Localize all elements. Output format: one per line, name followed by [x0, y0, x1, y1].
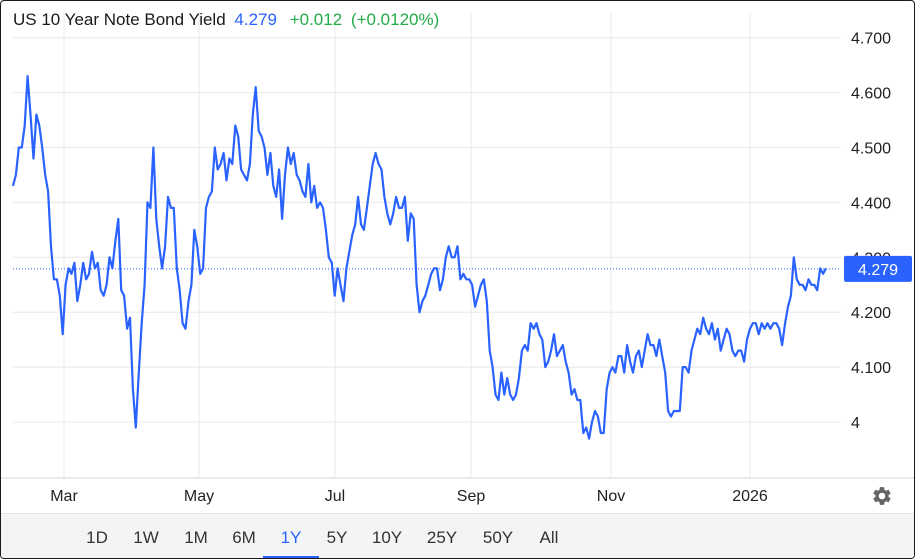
range-button-50y[interactable]: 50Y — [476, 514, 520, 558]
range-button-label: 1M — [184, 528, 208, 547]
last-price-tag — [844, 255, 912, 282]
y-tick-label: 4.200 — [851, 305, 891, 322]
y-tick-label: 4.500 — [851, 141, 891, 158]
gear-icon[interactable] — [871, 485, 893, 507]
current-price: 4.279 — [234, 10, 277, 29]
x-tick-label: Nov — [597, 488, 625, 505]
x-tick-label: Mar — [50, 488, 78, 505]
price-tag-layer: 4.279 — [13, 255, 912, 282]
chart-header: US 10 Year Note Bond Yield 4.279 +0.012 … — [13, 10, 439, 30]
grid-layer — [1, 13, 914, 479]
y-tick-label: 4.700 — [851, 31, 891, 48]
range-button-6m[interactable]: 6M — [222, 514, 266, 558]
range-button-all[interactable]: All — [527, 514, 571, 558]
range-button-1d[interactable]: 1D — [75, 514, 119, 558]
y-tick-label: 4.400 — [851, 195, 891, 212]
line-chart: 44.1004.2004.3004.4004.5004.6004.700MarM… — [1, 13, 914, 505]
x-tick-label: 2026 — [732, 488, 768, 505]
range-button-25y[interactable]: 25Y — [420, 514, 464, 558]
y-tick-label: 4.100 — [851, 360, 891, 377]
series-layer — [11, 75, 827, 440]
range-button-label: All — [539, 528, 559, 547]
x-tick-label: Sep — [457, 488, 486, 505]
x-tick-label: Jul — [325, 488, 345, 505]
range-button-1m[interactable]: 1M — [174, 514, 218, 558]
range-button-label: 10Y — [371, 528, 403, 547]
range-button-label: 1Y — [280, 528, 302, 547]
last-price-label: 4.279 — [858, 262, 898, 279]
price-change: +0.012 — [289, 10, 343, 29]
range-button-label: 1D — [86, 528, 108, 547]
range-button-label: 50Y — [482, 528, 514, 547]
y-tick-label: 4.600 — [851, 86, 891, 103]
range-button-1w[interactable]: 1W — [124, 514, 168, 558]
active-range-indicator — [263, 556, 319, 558]
instrument-title: US 10 Year Note Bond Yield — [13, 10, 226, 29]
price-change-percent: (+0.0120%) — [350, 10, 440, 29]
range-button-1y[interactable]: 1Y — [263, 514, 319, 558]
range-button-5y[interactable]: 5Y — [315, 514, 359, 558]
range-button-label: 5Y — [326, 528, 348, 547]
yield-series-line — [11, 75, 827, 440]
range-button-label: 6M — [232, 528, 256, 547]
range-button-label: 1W — [133, 528, 159, 547]
range-selector: 1D 1W 1M 6M 1Y 5Y 10Y 25Y 50Y All — [1, 513, 914, 558]
range-button-label: 25Y — [426, 528, 458, 547]
x-tick-label: May — [184, 488, 214, 505]
range-button-10y[interactable]: 10Y — [365, 514, 409, 558]
y-tick-label: 4 — [851, 415, 860, 432]
axis-labels: 44.1004.2004.3004.4004.5004.6004.700MarM… — [50, 31, 891, 505]
